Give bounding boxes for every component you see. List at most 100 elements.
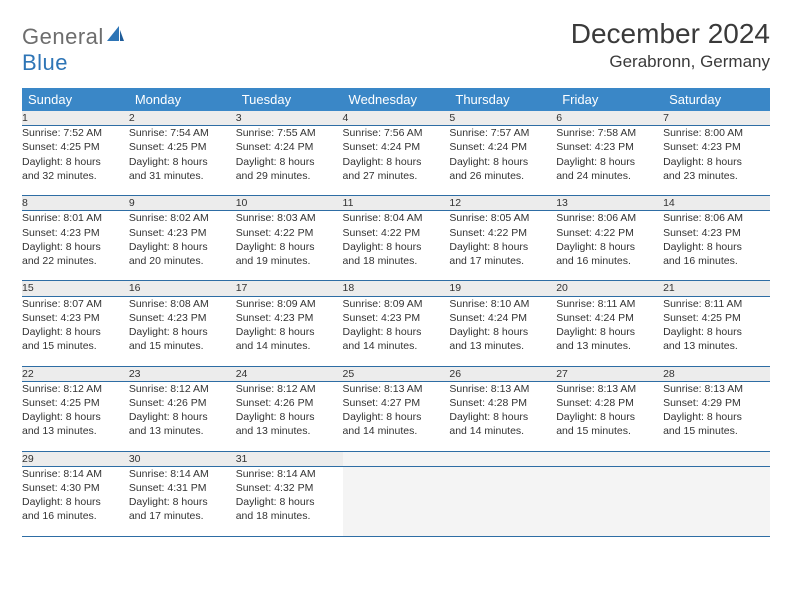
daylight-text-1: Daylight: 8 hours — [663, 240, 770, 254]
daylight-text-1: Daylight: 8 hours — [343, 155, 450, 169]
sunset-text: Sunset: 4:24 PM — [343, 140, 450, 154]
day-content-row: Sunrise: 8:14 AM Sunset: 4:30 PM Daylight:… — [22, 466, 770, 536]
daylight-text-1: Daylight: 8 hours — [236, 495, 343, 509]
day-number-row: 293031 — [22, 451, 770, 466]
day-cell: Sunrise: 7:56 AMSunset: 4:24 PMDaylight:… — [343, 126, 450, 196]
daylight-text-1: Daylight: 8 hours — [236, 240, 343, 254]
daylight-text-2: and 14 minutes. — [343, 424, 450, 438]
day-cell: Sunrise: 8:13 AMSunset: 4:28 PMDaylight:… — [556, 381, 663, 451]
sunrise-text: Sunrise: 8:09 AM — [343, 297, 450, 311]
day-number: 27 — [556, 366, 663, 381]
day-cell: Sunrise: 8:07 AMSunset: 4:23 PMDaylight:… — [22, 296, 129, 366]
daylight-text-2: and 16 minutes. — [663, 254, 770, 268]
sunrise-text: Sunrise: 8:06 AM — [556, 211, 663, 225]
daylight-text-1: Daylight: 8 hours — [556, 410, 663, 424]
day-number: 30 — [129, 451, 236, 466]
sunset-text: Sunset: 4:28 PM — [449, 396, 556, 410]
weekday-header: Sunday — [22, 88, 129, 111]
day-cell: Sunrise: 8:02 AMSunset: 4:23 PMDaylight:… — [129, 211, 236, 281]
logo: General Blue — [22, 18, 125, 76]
logo-text-general: General — [22, 24, 104, 49]
day-cell: Sunrise: 8:13 AMSunset: 4:27 PMDaylight:… — [343, 381, 450, 451]
sunset-text: Sunset: 4:23 PM — [22, 311, 129, 325]
daylight-text-1: Daylight: 8 hours — [129, 410, 236, 424]
sunset-text: Sunset: 4:30 PM — [22, 481, 129, 495]
sunset-text: Sunset: 4:31 PM — [129, 481, 236, 495]
sunset-text: Sunset: 4:23 PM — [663, 140, 770, 154]
daylight-text-1: Daylight: 8 hours — [663, 325, 770, 339]
daylight-text-2: and 15 minutes. — [129, 339, 236, 353]
day-cell: Sunrise: 8:14 AMSunset: 4:31 PMDaylight:… — [129, 466, 236, 536]
day-cell — [343, 466, 450, 536]
day-number: 7 — [663, 111, 770, 126]
sunset-text: Sunset: 4:22 PM — [343, 226, 450, 240]
day-cell: Sunrise: 8:05 AMSunset: 4:22 PMDaylight:… — [449, 211, 556, 281]
day-cell: Sunrise: 7:57 AMSunset: 4:24 PMDaylight:… — [449, 126, 556, 196]
day-number: 5 — [449, 111, 556, 126]
day-cell: Sunrise: 8:14 AMSunset: 4:32 PMDaylight:… — [236, 466, 343, 536]
location-label: Gerabronn, Germany — [571, 52, 770, 72]
daylight-text-2: and 14 minutes. — [343, 339, 450, 353]
sunrise-text: Sunrise: 8:13 AM — [343, 382, 450, 396]
daylight-text-2: and 16 minutes. — [22, 509, 129, 523]
sunrise-text: Sunrise: 8:12 AM — [129, 382, 236, 396]
weekday-header: Saturday — [663, 88, 770, 111]
day-cell: Sunrise: 7:54 AMSunset: 4:25 PMDaylight:… — [129, 126, 236, 196]
sunrise-text: Sunrise: 7:56 AM — [343, 126, 450, 140]
logo-text-blue: Blue — [22, 50, 68, 75]
sunrise-text: Sunrise: 7:57 AM — [449, 126, 556, 140]
sunset-text: Sunset: 4:22 PM — [449, 226, 556, 240]
day-number: 3 — [236, 111, 343, 126]
day-cell: Sunrise: 8:12 AMSunset: 4:26 PMDaylight:… — [129, 381, 236, 451]
daylight-text-2: and 13 minutes. — [556, 339, 663, 353]
day-number: 14 — [663, 196, 770, 211]
daylight-text-2: and 16 minutes. — [556, 254, 663, 268]
daylight-text-1: Daylight: 8 hours — [22, 240, 129, 254]
day-number: 1 — [22, 111, 129, 126]
day-content-row: Sunrise: 8:07 AMSunset: 4:23 PMDaylight:… — [22, 296, 770, 366]
day-cell: Sunrise: 7:52 AMSunset: 4:25 PMDaylight:… — [22, 126, 129, 196]
day-cell: Sunrise: 8:09 AMSunset: 4:23 PMDaylight:… — [236, 296, 343, 366]
sunset-text: Sunset: 4:32 PM — [236, 481, 343, 495]
sunrise-text: Sunrise: 8:11 AM — [556, 297, 663, 311]
sunrise-text: Sunrise: 8:04 AM — [343, 211, 450, 225]
daylight-text-2: and 15 minutes. — [663, 424, 770, 438]
day-number: 20 — [556, 281, 663, 296]
sunrise-text: Sunrise: 8:12 AM — [236, 382, 343, 396]
sunrise-text: Sunrise: 8:12 AM — [22, 382, 129, 396]
daylight-text-1: Daylight: 8 hours — [449, 410, 556, 424]
day-number: 19 — [449, 281, 556, 296]
day-number: 18 — [343, 281, 450, 296]
daylight-text-2: and 14 minutes. — [236, 339, 343, 353]
daylight-text-1: Daylight: 8 hours — [236, 325, 343, 339]
day-number: 26 — [449, 366, 556, 381]
sunrise-text: Sunrise: 8:05 AM — [449, 211, 556, 225]
day-number-row: 15161718192021 — [22, 281, 770, 296]
sunrise-text: Sunrise: 8:00 AM — [663, 126, 770, 140]
day-number — [663, 451, 770, 466]
daylight-text-1: Daylight: 8 hours — [236, 155, 343, 169]
sunrise-text: Sunrise: 7:58 AM — [556, 126, 663, 140]
weekday-header: Friday — [556, 88, 663, 111]
day-cell: Sunrise: 7:55 AMSunset: 4:24 PMDaylight:… — [236, 126, 343, 196]
day-number: 4 — [343, 111, 450, 126]
day-number: 15 — [22, 281, 129, 296]
daylight-text-2: and 27 minutes. — [343, 169, 450, 183]
sunrise-text: Sunrise: 8:14 AM — [236, 467, 343, 481]
daylight-text-2: and 31 minutes. — [129, 169, 236, 183]
calendar-table: Sunday Monday Tuesday Wednesday Thursday… — [22, 88, 770, 537]
day-number-row: 22232425262728 — [22, 366, 770, 381]
sunset-text: Sunset: 4:23 PM — [129, 226, 236, 240]
day-cell: Sunrise: 8:13 AMSunset: 4:29 PMDaylight:… — [663, 381, 770, 451]
sunrise-text: Sunrise: 8:13 AM — [663, 382, 770, 396]
day-content-row: Sunrise: 8:01 AMSunset: 4:23 PMDaylight:… — [22, 211, 770, 281]
sunrise-text: Sunrise: 8:08 AM — [129, 297, 236, 311]
day-cell: Sunrise: 8:06 AMSunset: 4:23 PMDaylight:… — [663, 211, 770, 281]
day-cell — [663, 466, 770, 536]
sunset-text: Sunset: 4:26 PM — [236, 396, 343, 410]
weekday-header: Wednesday — [343, 88, 450, 111]
day-number: 24 — [236, 366, 343, 381]
day-number: 9 — [129, 196, 236, 211]
daylight-text-2: and 22 minutes. — [22, 254, 129, 268]
daylight-text-1: Daylight: 8 hours — [129, 240, 236, 254]
